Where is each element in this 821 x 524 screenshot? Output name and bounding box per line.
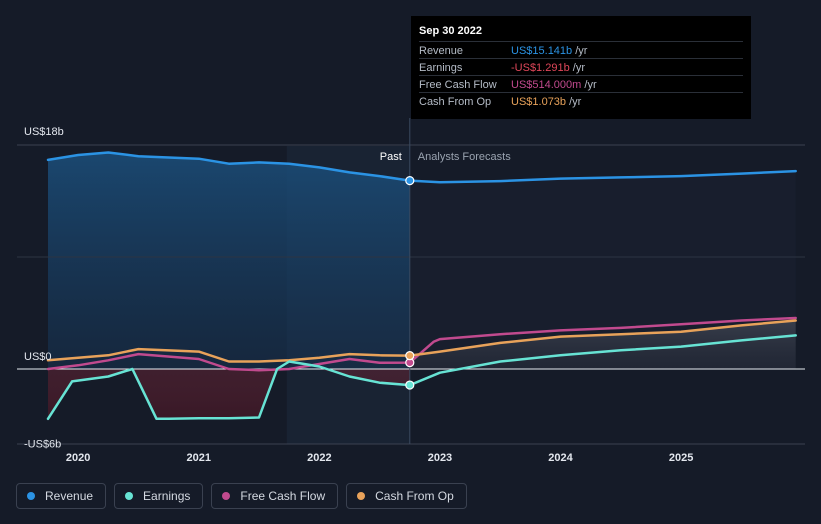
tooltip: Sep 30 2022 Revenue US$15.141b /yr Earni… [411,16,751,119]
forecast-cash-area [409,320,796,369]
tooltip-value: US$15.141b /yr [511,45,588,57]
x-tick-label: 2025 [669,452,693,464]
tooltip-label: Free Cash Flow [419,79,497,91]
tooltip-label: Cash From Op [419,96,492,108]
legend-label: Earnings [143,489,191,503]
x-tick-label: 2022 [307,452,331,464]
legend-item-free-cash-flow[interactable]: Free Cash Flow [211,483,339,509]
legend-dot [357,492,366,500]
past-label: Past [380,151,402,163]
legend-dot [222,492,231,500]
series-line-cash-from-op [46,319,797,363]
marker-cash-from-op [405,351,415,361]
x-tick-label: 2023 [428,452,452,464]
forecast-label: Analysts Forecasts [418,151,511,163]
revenue-forecast-area [409,171,796,369]
tooltip-label: Earnings [419,62,463,74]
tooltip-row-revenue: Revenue US$15.141b /yr [419,41,743,59]
tooltip-label: Revenue [419,45,464,57]
y-tick-label: US$18b [24,126,64,138]
marker-revenue [405,175,415,186]
x-tick-label: 2020 [66,452,90,464]
x-tick-label: 2021 [187,452,211,464]
tooltip-value: -US$1.291b /yr [511,62,585,74]
series-line-revenue [46,151,797,184]
series-line-free-cash-flow [46,316,797,372]
legend-item-revenue[interactable]: Revenue [16,483,107,509]
revenue-area [48,152,410,369]
earnings-negative-area [48,369,410,419]
legend-dot [125,492,134,500]
legend: Revenue Earnings Free Cash Flow Cash Fro… [16,483,467,511]
legend-label: Revenue [45,489,94,503]
tooltip-date: Sep 30 2022 [419,25,482,37]
legend-label: Cash From Op [375,489,454,503]
tooltip-value: US$1.073b /yr [511,96,582,108]
tooltip-row-cash-from-op: Cash From Op US$1.073b /yr [419,92,743,110]
y-tick-label: US$0 [24,351,52,363]
y-tick-label: -US$6b [24,439,61,451]
x-tick-label: 2024 [548,452,573,464]
marker-earnings [405,380,415,390]
legend-item-earnings[interactable]: Earnings [114,483,204,509]
tooltip-value: US$514.000m /yr [511,79,597,91]
tooltip-row-earnings: Earnings -US$1.291b /yr [419,58,743,76]
legend-dot [27,492,35,500]
legend-label: Free Cash Flow [240,489,326,503]
legend-item-cash-from-op[interactable]: Cash From Op [346,483,467,509]
tooltip-row-free-cash-flow: Free Cash Flow US$514.000m /yr [419,75,743,93]
series-line-earnings [46,334,797,421]
